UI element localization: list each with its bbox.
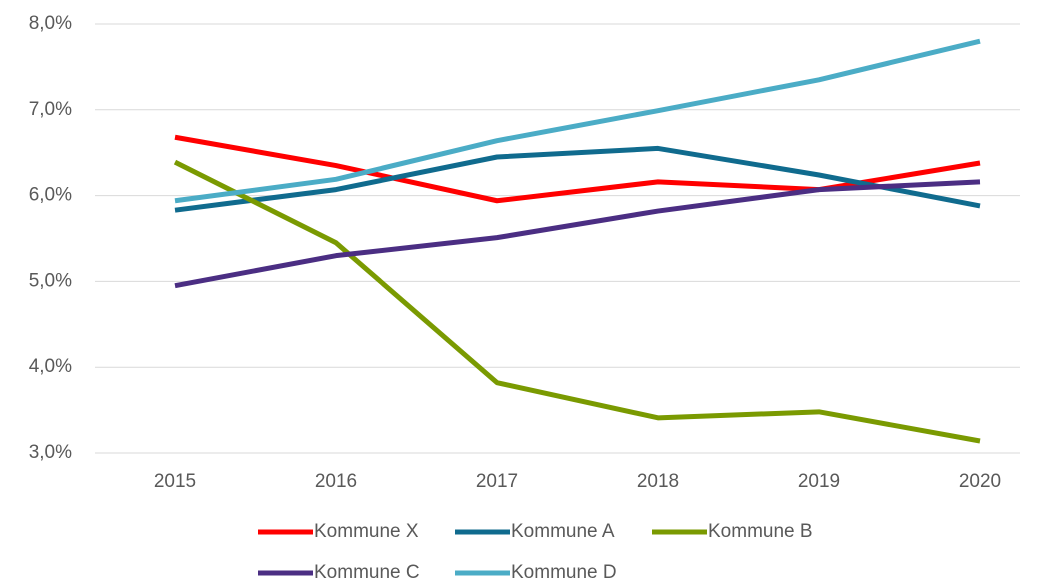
x-tick-label: 2019	[798, 471, 840, 492]
y-tick-label: 5,0%	[29, 270, 72, 291]
series-line	[174, 134, 981, 204]
series-line	[173, 159, 981, 444]
series-line	[174, 145, 981, 213]
legend-label: Kommune X	[314, 521, 419, 542]
legend-label: Kommune B	[708, 521, 813, 542]
x-tick-label: 2020	[959, 471, 1001, 492]
series-line	[174, 179, 981, 289]
y-tick-label: 7,0%	[29, 99, 72, 120]
x-tick-label: 2015	[154, 471, 196, 492]
y-tick-label: 4,0%	[29, 356, 72, 377]
x-tick-label: 2016	[315, 471, 357, 492]
y-tick-label: 8,0%	[29, 13, 72, 34]
legend-label: Kommune D	[511, 562, 617, 583]
legend-label: Kommune A	[511, 521, 615, 542]
y-tick-label: 6,0%	[29, 185, 72, 206]
series-line	[174, 38, 981, 204]
x-tick-label: 2017	[476, 471, 518, 492]
x-tick-label: 2018	[637, 471, 679, 492]
y-tick-label: 3,0%	[29, 442, 72, 463]
legend-label: Kommune C	[314, 562, 420, 583]
